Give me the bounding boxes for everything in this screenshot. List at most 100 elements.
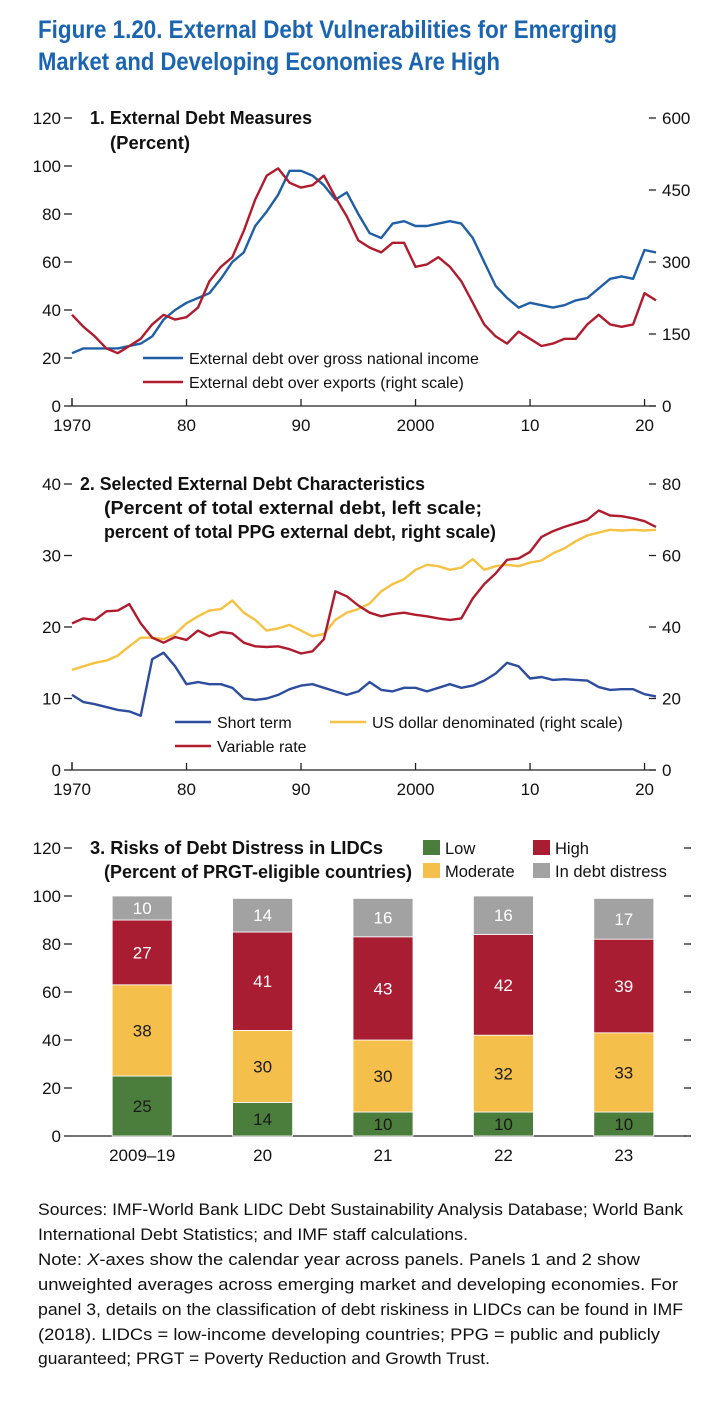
note: Note: X-axes show the calendar year acro… (38, 1250, 641, 1269)
note: (2018). LIDCs = low-income developing co… (38, 1325, 661, 1344)
bar-value-label: 16 (374, 909, 393, 928)
x-tick-label: 10 (521, 780, 540, 799)
x-tick-label: 21 (374, 1146, 393, 1165)
y-tick-label: 10 (42, 690, 61, 709)
bar-segment (232, 1030, 294, 1103)
x-tick-label: 20 (635, 416, 654, 435)
y-tick-label: 100 (33, 157, 61, 176)
x-tick-label: 1970 (53, 416, 91, 435)
y2-tick-label: 20 (662, 690, 681, 709)
y2-tick-label: 0 (662, 397, 671, 416)
x-tick-label: 2000 (397, 780, 435, 799)
y-tick-label: 120 (33, 839, 61, 858)
legend-label: Low (445, 840, 475, 858)
y-tick-label: 0 (52, 1127, 61, 1146)
legend-label: Variable rate (217, 739, 307, 756)
y-tick-label: 20 (42, 349, 61, 368)
bar-value-label: 41 (253, 972, 272, 991)
bar-segment (232, 931, 294, 1031)
bar-value-label: 17 (614, 910, 633, 929)
y-tick-label: 40 (42, 301, 61, 320)
panel-subtitle: (Percent) (110, 133, 190, 153)
note-label: Note: (38, 1250, 87, 1269)
sources: International Debt Statistics; and IMF s… (38, 1225, 468, 1244)
bar-segment (232, 898, 294, 933)
y2-tick-label: 600 (662, 109, 690, 128)
bar-value-label: 16 (494, 906, 513, 925)
y-tick-label: 30 (42, 547, 61, 566)
legend-swatch (423, 863, 440, 878)
panel-subtitle: percent of total PPG external debt, righ… (104, 522, 496, 542)
x-tick-label: 20 (253, 1146, 272, 1165)
bar-segment (352, 1111, 414, 1137)
note: guaranteed; PRGT = Poverty Reduction and… (38, 1349, 490, 1368)
x-tick-label: 20 (635, 780, 654, 799)
legend-label: US dollar denominated (right scale) (372, 715, 623, 732)
series-line (71, 509, 657, 655)
y-tick-label: 60 (42, 253, 61, 272)
note-em: X (86, 1250, 100, 1269)
x-tick-label: 90 (292, 780, 311, 799)
legend-label: In debt distress (555, 863, 667, 881)
bar-value-label: 10 (374, 1115, 393, 1134)
y-tick-label: 40 (42, 1031, 61, 1050)
y2-tick-label: 80 (662, 475, 681, 494)
x-tick-label: 2009–19 (109, 1146, 175, 1165)
x-tick-label: 90 (292, 416, 311, 435)
x-tick-label: 80 (177, 416, 196, 435)
legend-label: Short term (217, 715, 292, 732)
bar-segment (472, 1034, 534, 1113)
bar-segment (352, 936, 414, 1041)
y2-tick-label: 40 (662, 618, 681, 637)
y-tick-label: 0 (52, 761, 61, 780)
legend-label: External debt over gross national income (189, 351, 479, 368)
bar-value-label: 30 (374, 1067, 393, 1086)
bar-segment (593, 938, 655, 1034)
x-tick-label: 10 (521, 416, 540, 435)
bar-value-label: 25 (133, 1097, 152, 1116)
bar-value-label: 10 (494, 1115, 513, 1134)
bar-segment (472, 1111, 534, 1137)
bar-value-label: 33 (614, 1063, 633, 1082)
y-tick-label: 20 (42, 618, 61, 637)
bar-segment (111, 1075, 173, 1137)
panel-title: 3. Risks of Debt Distress in LIDCs (90, 838, 383, 858)
bar-value-label: 14 (253, 906, 272, 925)
legend-label: High (555, 840, 589, 858)
x-tick-label: 23 (614, 1146, 633, 1165)
panel-title: 1. External Debt Measures (90, 108, 312, 128)
y-tick-label: 20 (42, 1079, 61, 1098)
x-tick-label: 22 (494, 1146, 513, 1165)
note: unweighted averages across emerging mark… (38, 1275, 678, 1294)
series-line (71, 528, 657, 672)
x-tick-label: 2000 (397, 416, 435, 435)
bar-segment (111, 895, 173, 921)
x-tick-label: 80 (177, 780, 196, 799)
y-tick-label: 100 (33, 887, 61, 906)
bar-value-label: 10 (614, 1115, 633, 1134)
y-tick-label: 80 (42, 205, 61, 224)
legend-label: Moderate (445, 863, 515, 881)
bar-segment (352, 1039, 414, 1113)
y2-tick-label: 60 (662, 547, 681, 566)
legend-swatch (533, 840, 550, 855)
y-tick-label: 80 (42, 935, 61, 954)
panel-title: 2. Selected External Debt Characteristic… (80, 474, 425, 494)
bar-value-label: 38 (133, 1021, 152, 1040)
legend-swatch (533, 863, 550, 878)
y2-tick-label: 450 (662, 181, 690, 200)
note: panel 3, details on the classification o… (38, 1300, 683, 1319)
bar-value-label: 30 (253, 1057, 272, 1076)
bar-segment (593, 1032, 655, 1113)
bar-segment (472, 934, 534, 1036)
bar-value-label: 27 (133, 943, 152, 962)
panel-subtitle: (Percent of PRGT-eligible countries) (104, 862, 412, 882)
bar-segment (352, 898, 414, 938)
y2-tick-label: 0 (662, 761, 671, 780)
bar-segment (593, 1111, 655, 1137)
y2-tick-label: 300 (662, 253, 690, 272)
series-line (71, 167, 657, 355)
y2-tick-label: 150 (662, 325, 690, 344)
bar-value-label: 43 (374, 979, 393, 998)
